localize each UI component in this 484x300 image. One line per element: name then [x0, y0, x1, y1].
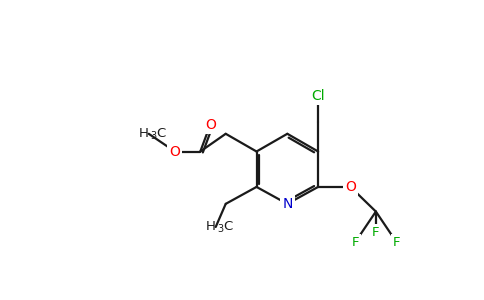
Text: Cl: Cl — [311, 89, 325, 103]
Text: F: F — [372, 226, 379, 239]
Text: H: H — [206, 220, 216, 233]
Text: H: H — [139, 127, 149, 140]
Text: 3: 3 — [150, 131, 156, 141]
Text: N: N — [282, 197, 292, 211]
Text: 3: 3 — [217, 224, 224, 234]
Text: F: F — [393, 236, 400, 249]
Text: C: C — [224, 220, 233, 233]
Text: O: O — [205, 118, 216, 131]
Text: C: C — [156, 127, 166, 140]
Text: O: O — [345, 180, 356, 194]
Text: O: O — [169, 145, 181, 158]
Text: F: F — [351, 236, 359, 249]
